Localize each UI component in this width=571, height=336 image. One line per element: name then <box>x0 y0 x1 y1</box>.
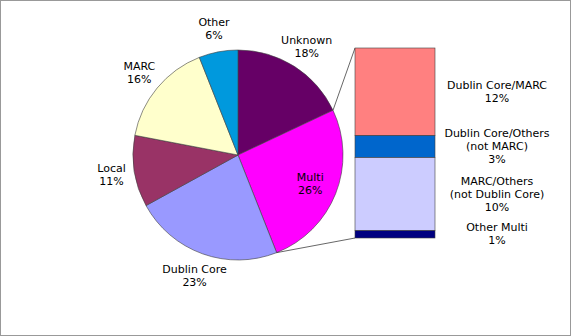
bar-value-label: 1% <box>488 234 505 247</box>
bar-value-label: 3% <box>488 153 505 166</box>
slice-label: Other <box>198 16 230 29</box>
bar-label-line: (not MARC) <box>466 140 528 153</box>
chart-frame <box>1 1 571 336</box>
slice-value-label: 6% <box>205 29 222 42</box>
bar-segment <box>355 158 435 231</box>
bar-segment <box>355 48 435 136</box>
slice-value-label: 16% <box>127 73 151 86</box>
bar-value-label: 10% <box>485 201 509 214</box>
pie <box>133 50 343 260</box>
bar-label-line: Dublin Core/MARC <box>447 79 547 92</box>
chart: Unknown18% Multi26% Dublin Core23% Local11%… <box>0 0 571 336</box>
bar-label-line: (not Dublin Core) <box>450 188 545 201</box>
bar-label-line: Dublin Core/Others <box>444 127 549 140</box>
bar-label: Dublin Core/MARC <box>447 79 547 92</box>
bar-value-label: 12% <box>485 92 509 105</box>
bar-segment <box>355 231 435 238</box>
slice-value-label: 18% <box>294 47 318 60</box>
bar-label-line: MARC/Others <box>461 175 534 188</box>
slice-value-label: 26% <box>298 184 322 197</box>
slice-label: Dublin Core <box>162 263 227 276</box>
bar-segment <box>355 136 435 158</box>
bar-label: Other Multi <box>466 221 528 234</box>
slice-value-label: 11% <box>99 175 123 188</box>
slice-label: Local <box>97 162 126 175</box>
slice-label: Unknown <box>281 34 332 47</box>
bar-label: MARC/Others(not Dublin Core) <box>450 175 545 201</box>
connector-line <box>333 48 355 110</box>
labels: Unknown18% Multi26% Dublin Core23% Local11%… <box>97 16 550 288</box>
plot-area <box>133 48 435 260</box>
slice-label: MARC <box>123 60 155 73</box>
bar-label: Dublin Core/Others(not MARC) <box>444 127 549 153</box>
breakdown-bar <box>355 48 435 238</box>
slice-label: Multi <box>297 171 324 184</box>
slice-value-label: 23% <box>182 276 206 289</box>
bar-label-line: Other Multi <box>466 221 528 234</box>
connector-line <box>277 238 355 253</box>
pie-slice <box>199 50 238 155</box>
